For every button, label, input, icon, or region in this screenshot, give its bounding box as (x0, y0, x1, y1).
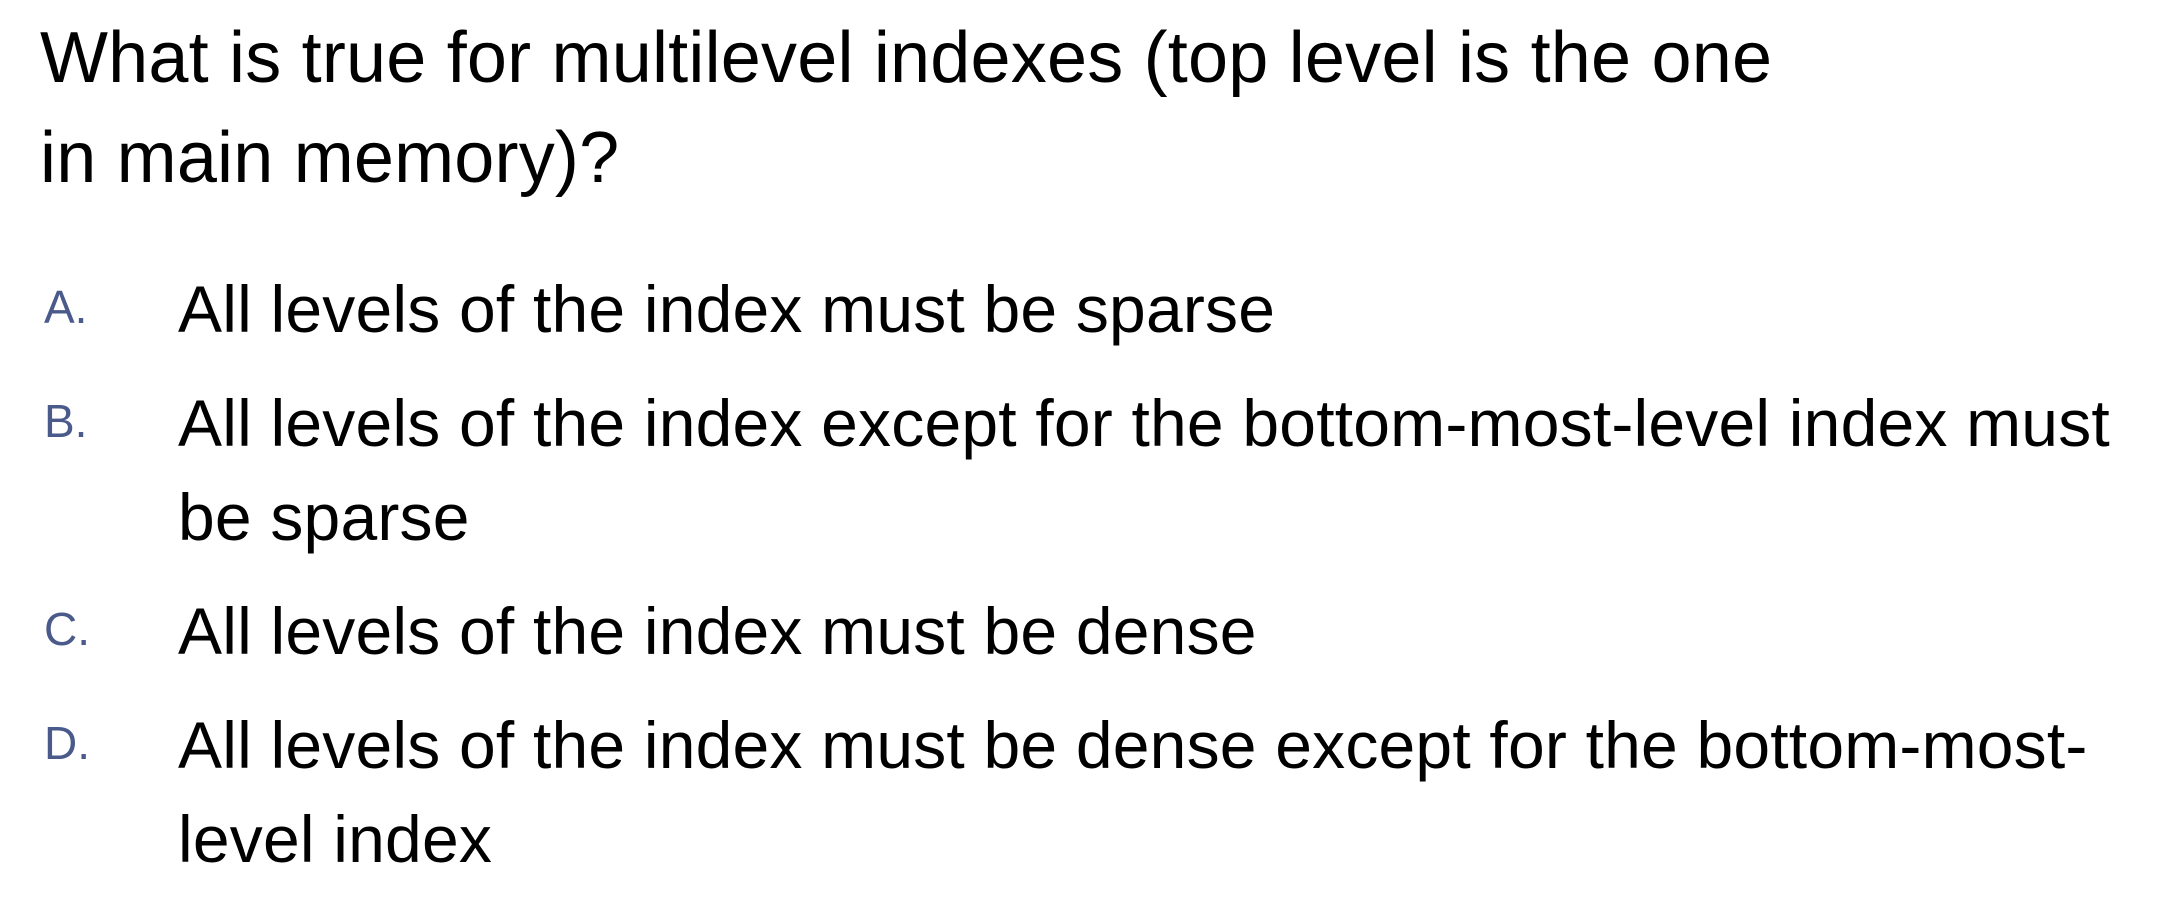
question-line-1: What is true for multilevel indexes (top… (40, 18, 1773, 98)
option-letter-c: C. (44, 603, 90, 655)
question-text: What is true for multilevel indexes (top… (40, 8, 2120, 208)
option-text-a: All levels of the index must be sparse (178, 272, 1276, 346)
option-letter-a: A. (44, 281, 88, 333)
question-line-2: in main memory)? (40, 118, 620, 198)
option-text-b: All levels of the index except for the b… (178, 386, 2110, 554)
option-text-d: All levels of the index must be dense ex… (178, 708, 2088, 876)
option-letter-b: B. (44, 395, 88, 447)
option-text-c: All levels of the index must be dense (178, 594, 1257, 668)
option-letter-d: D. (44, 717, 90, 769)
